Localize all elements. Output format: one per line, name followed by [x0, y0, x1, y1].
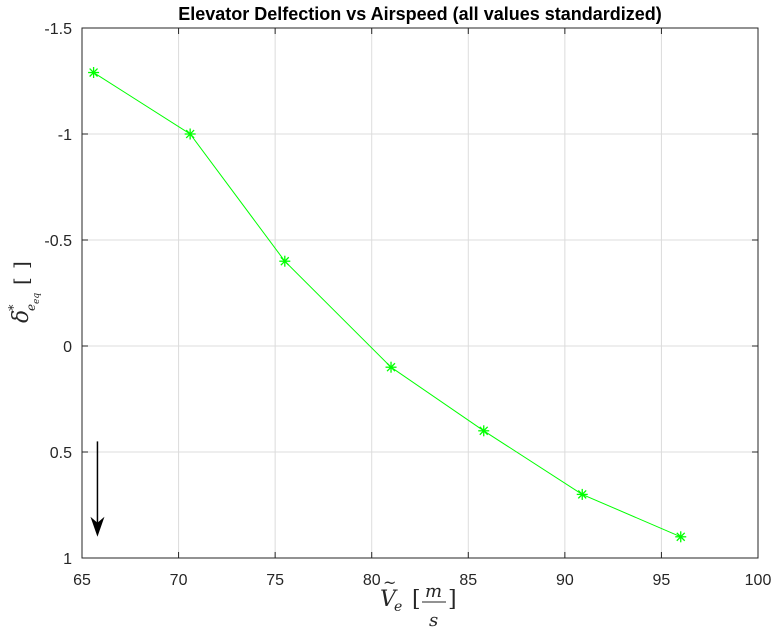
svg-text:eq: eq: [32, 293, 42, 304]
svg-text:δ: δ: [9, 310, 34, 323]
y-tick-label: 1: [63, 551, 72, 568]
svg-text:s: s: [429, 610, 438, 631]
plot-area: [82, 28, 758, 558]
data-point-stroke: [479, 426, 489, 436]
data-point-stroke: [577, 489, 587, 499]
x-tick-label: 75: [266, 572, 284, 589]
data-point: [88, 67, 100, 79]
y-tick-label: -0.5: [44, 233, 72, 250]
data-point: [478, 425, 490, 437]
data-point: [675, 531, 687, 543]
y-tick-label: -1.5: [44, 21, 72, 38]
svg-text:]: ]: [9, 261, 33, 269]
x-tick-label: 65: [73, 572, 91, 589]
x-tick-label: 95: [653, 572, 671, 589]
y-axis: -1.5 -1 -0.5 0 0.5 1: [44, 21, 758, 568]
data-point: [576, 488, 588, 500]
x-tick-label: 80: [363, 572, 381, 589]
x-axis: 65 70 75 80 85 90 95 100: [73, 28, 771, 589]
data-point-stroke: [185, 129, 195, 139]
data-point-stroke: [676, 532, 686, 542]
series-markers: [88, 67, 687, 543]
data-point-stroke: [280, 256, 290, 266]
svg-text:m: m: [425, 581, 442, 602]
data-point: [184, 128, 196, 140]
x-tick-label: 85: [459, 572, 477, 589]
y-axis-label: δ * e eq [ ]: [7, 261, 42, 323]
plot-frame: [81, 27, 759, 559]
svg-text:]: ]: [448, 587, 457, 612]
svg-text:*: *: [7, 304, 22, 311]
data-point-stroke: [386, 362, 396, 372]
x-axis-label: V ~ e [ m s ]: [380, 573, 457, 631]
data-point: [385, 361, 397, 373]
svg-text:V: V: [380, 587, 398, 612]
y-tick-label: 0.5: [50, 445, 72, 462]
x-tick-label: 100: [745, 572, 772, 589]
svg-text:[: [: [9, 277, 33, 285]
x-tick-label: 70: [170, 572, 188, 589]
svg-text:e: e: [394, 599, 402, 615]
svg-text:~: ~: [383, 573, 396, 592]
x-tick-label: 90: [556, 572, 574, 589]
data-point: [279, 255, 291, 267]
arrow-head: [90, 516, 105, 537]
y-tick-label: 0: [63, 339, 72, 356]
data-point-stroke: [89, 68, 99, 77]
svg-text:[: [: [412, 587, 421, 612]
svg-text:e: e: [24, 304, 38, 311]
chart-title: Elevator Delfection vs Airspeed (all val…: [178, 4, 662, 24]
y-tick-label: -1: [58, 127, 72, 144]
direction-arrow: [90, 441, 105, 537]
